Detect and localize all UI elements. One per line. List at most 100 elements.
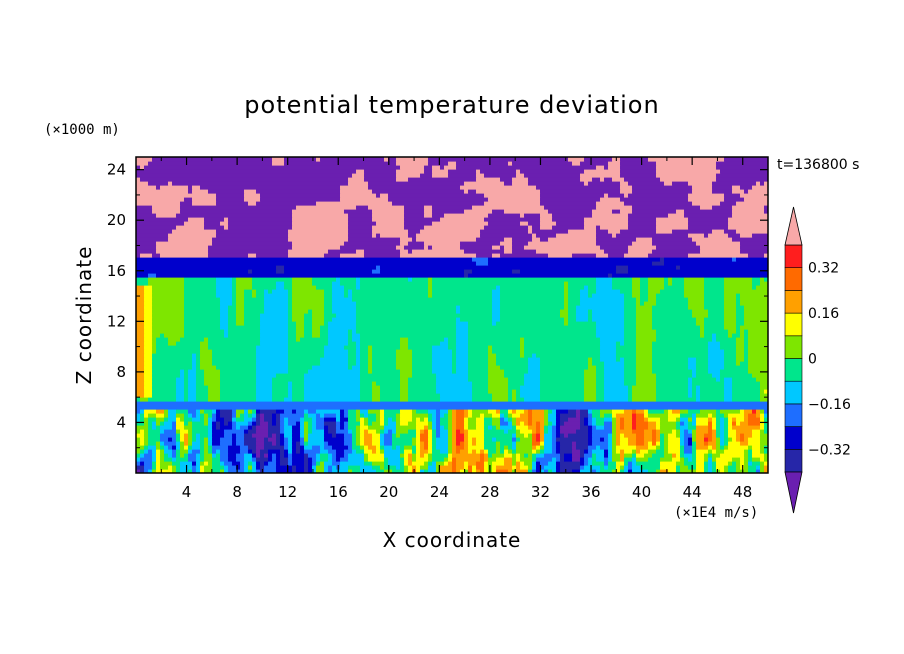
field-cell [620, 209, 633, 214]
field-cell [232, 297, 237, 302]
field-cell [184, 393, 189, 398]
field-cell [520, 437, 533, 442]
field-cell [444, 165, 457, 170]
field-cell [652, 437, 657, 442]
field-cell [220, 369, 257, 374]
field-cell [500, 417, 505, 422]
field-cell [384, 413, 397, 418]
field-cell [708, 233, 729, 238]
field-cell [728, 225, 768, 230]
field-cell [228, 217, 293, 222]
field-cell [560, 313, 569, 318]
x-tick-label: 28 [480, 483, 499, 501]
field-cell [456, 413, 465, 418]
field-cell [400, 377, 409, 382]
field-cell [188, 189, 193, 194]
field-cell [444, 457, 449, 462]
field-cell [680, 265, 768, 270]
field-cell [304, 317, 313, 322]
field-cell [476, 173, 485, 178]
field-cell [464, 273, 469, 278]
field-cell [644, 417, 649, 422]
field-cell [164, 449, 173, 454]
field-cell [292, 465, 297, 470]
field-cell [328, 457, 333, 462]
field-cell [696, 469, 705, 473]
field-cell [388, 157, 397, 162]
field-cell [292, 389, 305, 394]
field-cell [552, 425, 557, 430]
field-cell [644, 413, 649, 418]
field-cell [748, 353, 768, 358]
field-cell [664, 261, 768, 266]
field-cell [432, 453, 449, 458]
field-cell [528, 465, 533, 470]
field-cell [284, 445, 289, 450]
field-cell [720, 369, 749, 374]
field-cell [396, 173, 421, 178]
field-cell [608, 433, 613, 438]
field-cell [636, 341, 653, 346]
field-cell [364, 413, 369, 418]
field-cell [176, 437, 181, 442]
field-cell [288, 233, 349, 238]
field-cell [360, 281, 429, 286]
field-cell [144, 293, 153, 298]
field-cell [344, 433, 353, 438]
field-cell [424, 205, 433, 210]
field-cell [528, 361, 541, 366]
field-cell [440, 165, 445, 170]
field-cell [548, 421, 553, 426]
field-cell [760, 421, 765, 426]
colorbar-label: −0.32 [808, 442, 851, 458]
field-cell [220, 313, 229, 318]
field-cell [356, 313, 493, 318]
field-cell [420, 417, 425, 422]
field-cell [180, 337, 205, 342]
field-cell [448, 417, 453, 422]
field-cell [724, 293, 737, 298]
field-cell [476, 189, 541, 194]
field-cell [220, 301, 233, 306]
field-cell [456, 469, 461, 473]
field-cell [520, 393, 541, 398]
field-cell [364, 173, 397, 178]
field-cell [168, 417, 177, 422]
field-cell [348, 409, 357, 414]
field-cell [204, 421, 209, 426]
y-tick-label: 8 [116, 363, 126, 381]
field-cell [500, 421, 509, 426]
field-cell [200, 341, 209, 346]
field-cell [636, 329, 657, 334]
field-cell [180, 469, 189, 473]
field-cell [472, 441, 477, 446]
field-cell [736, 437, 741, 442]
field-cell [648, 157, 725, 162]
field-cell [452, 445, 457, 450]
field-cell [156, 417, 165, 422]
field-cell [340, 413, 345, 418]
field-cell [636, 349, 653, 354]
field-cell [416, 421, 429, 426]
field-cell [612, 177, 625, 182]
field-cell [648, 409, 665, 414]
field-cell [156, 413, 165, 418]
field-cell [160, 453, 165, 458]
field-cell [532, 469, 537, 473]
field-cell [160, 433, 177, 438]
field-cell [544, 409, 549, 414]
field-cell [536, 437, 541, 442]
field-cell [592, 361, 605, 366]
field-cell [176, 449, 181, 454]
field-cell [688, 193, 725, 198]
field-cell [596, 229, 609, 234]
field-cell [364, 249, 401, 254]
field-cell [492, 289, 501, 294]
field-cell [484, 469, 489, 473]
field-cell [468, 333, 597, 338]
field-cell [152, 305, 185, 310]
field-cell [588, 361, 593, 366]
field-cell [760, 389, 765, 394]
field-cell [700, 333, 705, 338]
